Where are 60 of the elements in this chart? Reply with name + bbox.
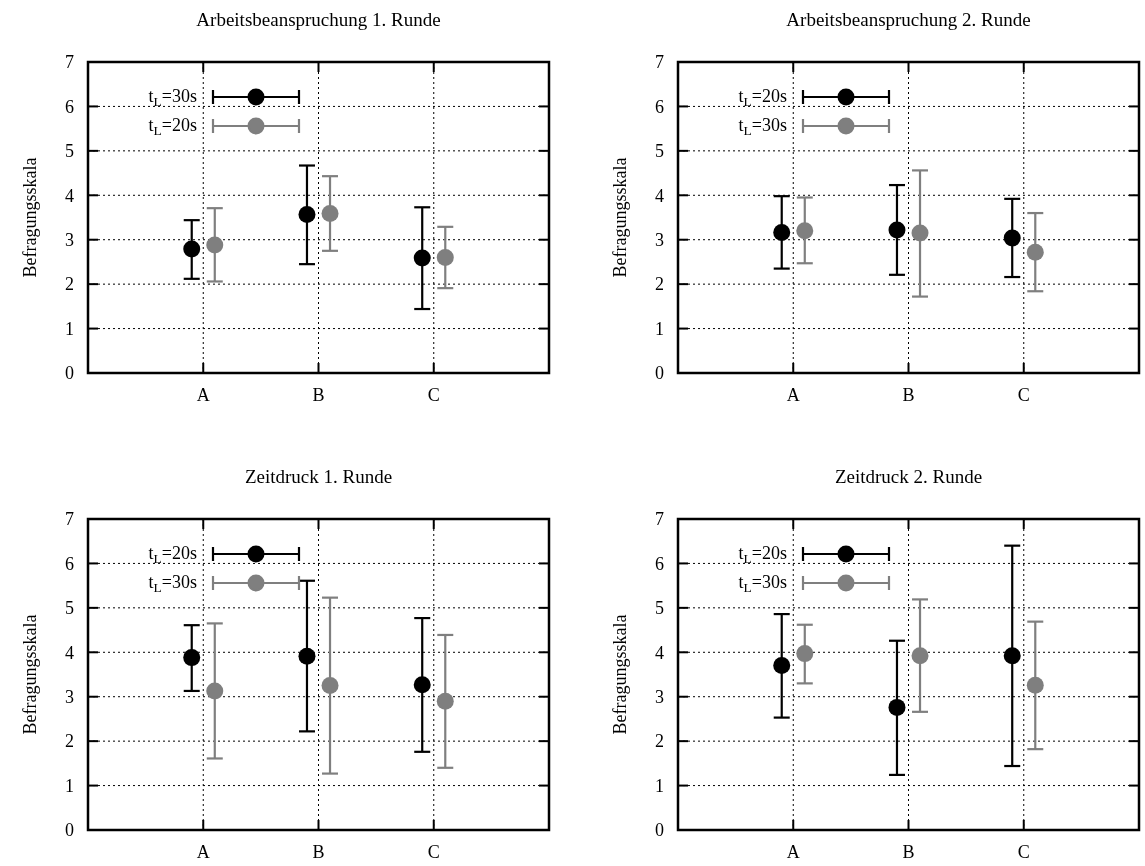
y-tick-label: 2 bbox=[655, 274, 664, 295]
x-tick-label: C bbox=[427, 385, 440, 405]
y-tick-label: 3 bbox=[65, 230, 74, 251]
x-tick-label: B bbox=[312, 385, 325, 405]
y-tick-label: 5 bbox=[655, 598, 664, 619]
y-tick-label: 0 bbox=[655, 820, 664, 841]
y-axis-title: Befragungsskala bbox=[20, 157, 40, 278]
legend-label: t$_{L}$=20s bbox=[148, 542, 197, 566]
y-tick-label: 7 bbox=[65, 52, 74, 73]
y-tick-label: 5 bbox=[65, 598, 74, 619]
y-tick-label: 5 bbox=[655, 141, 664, 162]
y-tick-label: 5 bbox=[65, 141, 74, 162]
y-axis-title: Befragungsskala bbox=[610, 614, 630, 735]
y-tick-label: 7 bbox=[655, 52, 664, 73]
y-tick-label: 1 bbox=[655, 775, 664, 796]
y-tick-label: 1 bbox=[655, 318, 664, 339]
x-tick-label: A bbox=[786, 842, 800, 862]
y-tick-label: 4 bbox=[655, 185, 664, 206]
y-tick-label: 0 bbox=[65, 820, 74, 841]
legend-label: t$_{L}$=20s bbox=[148, 114, 197, 138]
chart-title: Arbeitsbeanspruchung 1. Runde bbox=[196, 9, 441, 30]
y-tick-label: 6 bbox=[65, 553, 74, 574]
y-tick-label: 1 bbox=[65, 775, 74, 796]
y-tick-label: 2 bbox=[655, 731, 664, 752]
y-tick-label: 3 bbox=[655, 230, 664, 251]
y-tick-label: 7 bbox=[655, 509, 664, 530]
legend-label: t$_{L}$=30s bbox=[738, 114, 787, 138]
y-axis-title: Befragungsskala bbox=[20, 614, 40, 735]
y-tick-label: 0 bbox=[65, 363, 74, 384]
y-tick-label: 7 bbox=[65, 509, 74, 530]
y-tick-label: 4 bbox=[65, 642, 74, 663]
y-tick-label: 2 bbox=[65, 731, 74, 752]
x-tick-label: A bbox=[196, 385, 210, 405]
y-tick-label: 3 bbox=[65, 687, 74, 708]
x-tick-label: B bbox=[312, 842, 325, 862]
y-tick-label: 0 bbox=[655, 363, 664, 384]
legend-label: t$_{L}$=30s bbox=[738, 571, 787, 595]
chart-title: Arbeitsbeanspruchung 2. Runde bbox=[786, 9, 1031, 30]
y-tick-label: 3 bbox=[655, 687, 664, 708]
y-tick-label: 6 bbox=[655, 553, 664, 574]
x-tick-label: B bbox=[902, 385, 915, 405]
x-tick-label: C bbox=[427, 842, 440, 862]
y-tick-label: 6 bbox=[655, 96, 664, 117]
x-tick-label: A bbox=[786, 385, 800, 405]
x-tick-label: B bbox=[902, 842, 915, 862]
y-tick-label: 2 bbox=[65, 274, 74, 295]
x-tick-label: C bbox=[1017, 385, 1030, 405]
x-tick-label: C bbox=[1017, 842, 1030, 862]
y-axis-title: Befragungsskala bbox=[610, 157, 630, 278]
legend-label: t$_{L}$=30s bbox=[148, 85, 197, 109]
y-tick-label: 1 bbox=[65, 318, 74, 339]
legend-label: t$_{L}$=20s bbox=[738, 542, 787, 566]
legend-label: t$_{L}$=20s bbox=[738, 85, 787, 109]
legend-label: t$_{L}$=30s bbox=[148, 571, 197, 595]
y-tick-label: 4 bbox=[655, 642, 664, 663]
y-tick-label: 4 bbox=[65, 185, 74, 206]
chart-title: Zeitdruck 1. Runde bbox=[244, 466, 393, 487]
y-tick-label: 6 bbox=[65, 96, 74, 117]
chart-title: Zeitdruck 2. Runde bbox=[834, 466, 983, 487]
x-tick-label: A bbox=[196, 842, 210, 862]
